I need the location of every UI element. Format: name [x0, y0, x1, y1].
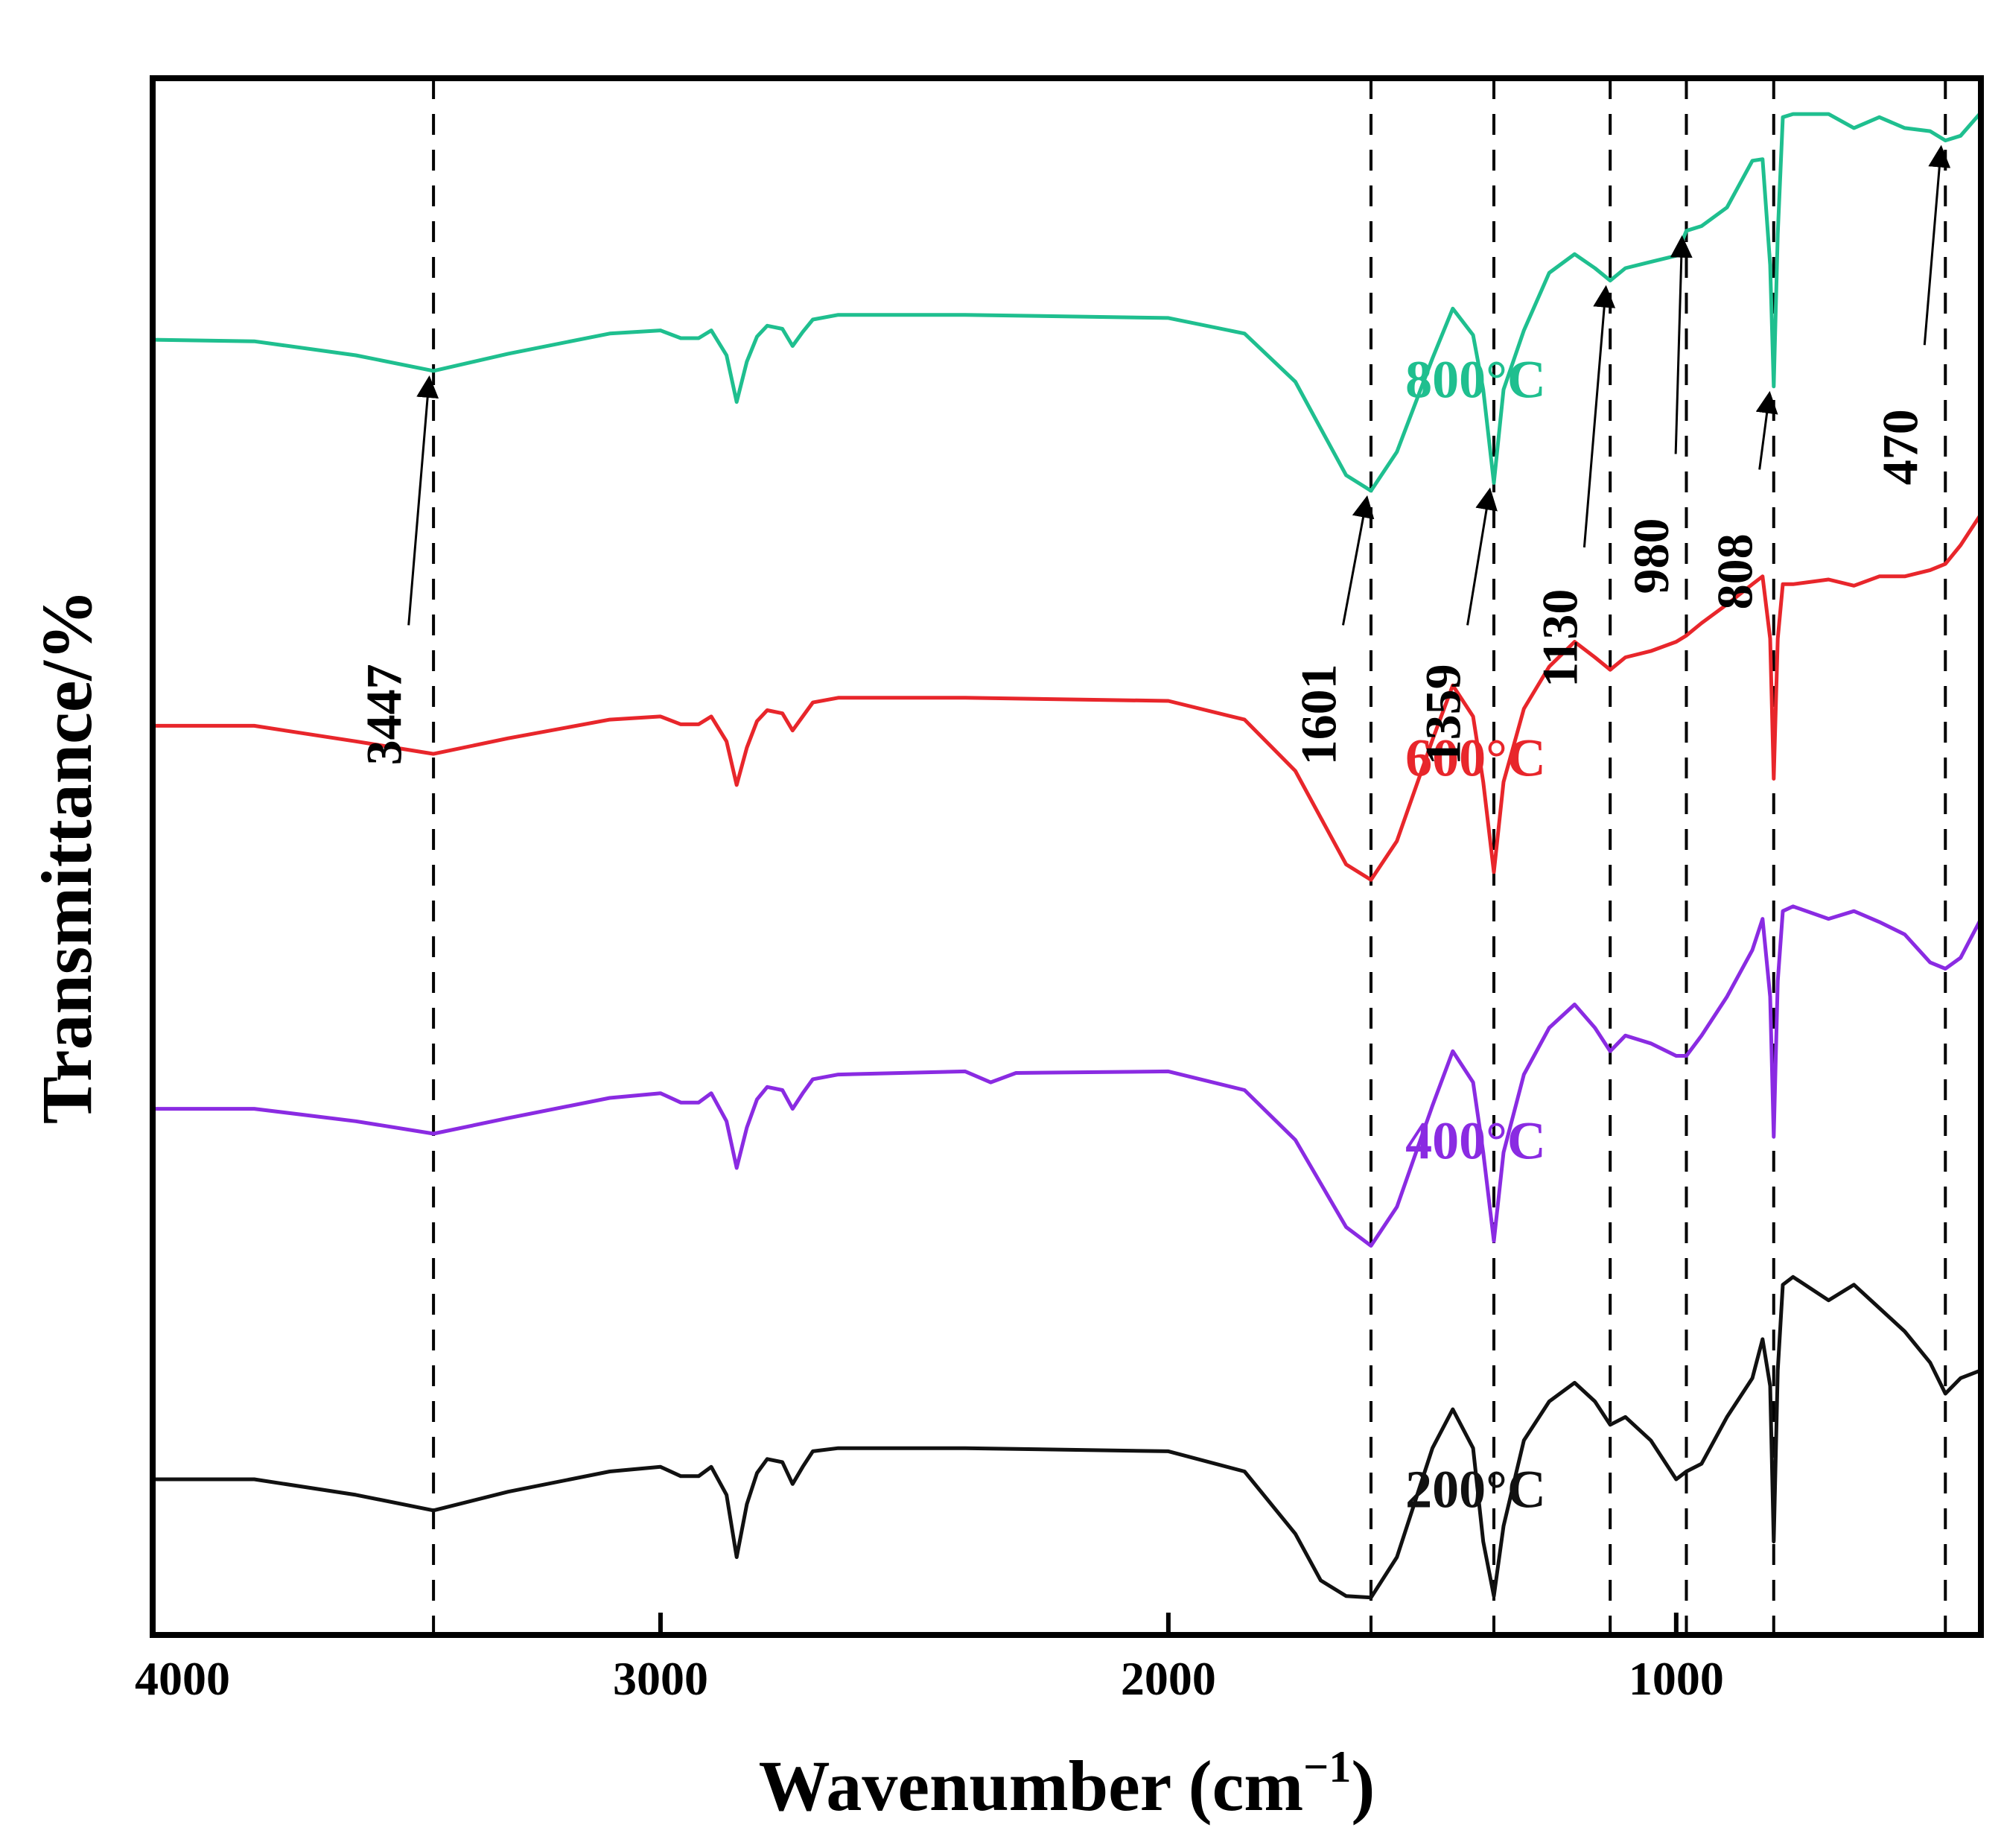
- peak-label-808: 808: [1707, 533, 1763, 609]
- series-line-800: [150, 110, 1983, 493]
- x-tick-label-4000: 4000: [135, 1652, 230, 1705]
- peak-label-1601: 1601: [1290, 664, 1346, 765]
- peak-arrow-1359: [1466, 487, 1498, 626]
- peak-label-3447: 3447: [356, 664, 413, 765]
- y-axis-label: Transmittance/%: [27, 589, 106, 1124]
- peak-arrow-980: [1670, 235, 1693, 454]
- series-label-400: 400°C: [1405, 1111, 1546, 1170]
- x-tick-label-2000: 2000: [1121, 1652, 1216, 1705]
- series-label-600: 600°C: [1405, 728, 1546, 787]
- series-label-800: 800°C: [1405, 349, 1546, 409]
- series-line-400: [150, 904, 1983, 1248]
- peak-arrow-1130: [1582, 285, 1616, 548]
- peak-label-1359: 1359: [1415, 664, 1472, 765]
- peak-label-1130: 1130: [1531, 589, 1588, 688]
- plot-frame: [150, 75, 1984, 1638]
- peak-label-980: 980: [1623, 518, 1679, 594]
- peak-arrow-470: [1923, 145, 1951, 346]
- x-tick-label-3000: 3000: [613, 1652, 708, 1705]
- x-axis-label: Wavenumber (cm−1): [759, 1742, 1375, 1826]
- peak-annotations: 3447 1601 1359 1130 980 808 470: [356, 145, 1951, 765]
- series-line-200: [150, 1274, 1983, 1600]
- peak-arrow-808: [1755, 390, 1778, 470]
- peak-label-470: 470: [1871, 409, 1928, 485]
- peak-arrow-1601: [1341, 495, 1375, 626]
- x-axis-ticks: 4000 3000 2000 1000: [135, 1613, 1724, 1705]
- series-group: [150, 110, 1983, 1600]
- series-line-600: [150, 512, 1983, 882]
- peak-arrow-3447: [407, 375, 439, 626]
- x-tick-label-1000: 1000: [1629, 1652, 1724, 1705]
- series-labels: 800°C 600°C 400°C 200°C: [1405, 349, 1546, 1519]
- reference-lines: [432, 78, 1947, 1635]
- series-label-200: 200°C: [1405, 1460, 1546, 1520]
